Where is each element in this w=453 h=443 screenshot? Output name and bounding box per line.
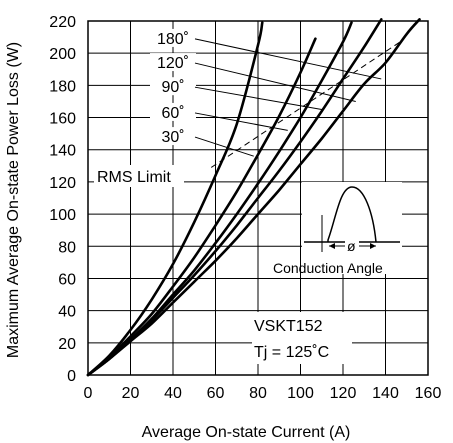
angle-leader-line [194, 86, 322, 110]
y-tick-label: 0 [67, 368, 76, 385]
angle-label-bg [150, 127, 196, 146]
y-tick-label: 40 [58, 304, 76, 321]
plot-frame [87, 20, 429, 376]
y-tick-label: 140 [49, 143, 76, 160]
conduction-angle-label: Conduction Angle [273, 260, 383, 276]
rms-limit-layer [210, 39, 403, 168]
angle-label-bg [150, 77, 196, 96]
curve-180deg [86, 18, 421, 377]
y-axis-title: Maximum Average On-state Power Loss (W) [5, 42, 22, 358]
x-tick-label: 20 [122, 385, 140, 402]
x-tick-label: 120 [330, 385, 357, 402]
angle-leader-line [194, 136, 254, 157]
angle-label-bg [150, 102, 196, 121]
angle-label-bg [150, 28, 196, 47]
angle-leader-line [194, 38, 382, 80]
curve-90deg [86, 21, 353, 377]
x-tick-label: 140 [372, 385, 399, 402]
rms-limit-label-group: RMS Limit [94, 165, 184, 187]
x-axis-title: Average On-state Current (A) [142, 424, 351, 441]
angle-label: 90˚ [161, 79, 184, 96]
x-tick-label: 100 [287, 385, 314, 402]
angle-label: 60˚ [161, 105, 184, 122]
x-tick-label: 0 [84, 385, 93, 402]
y-tick-label: 80 [58, 239, 76, 256]
y-tick-label: 100 [49, 207, 76, 224]
y-tick-label: 60 [58, 271, 76, 288]
curve-30deg [86, 21, 264, 377]
y-tick-label: 160 [49, 111, 76, 128]
rms-limit-line [210, 39, 403, 168]
y-tick-label: 180 [49, 78, 76, 95]
angle-leader-line [194, 112, 288, 131]
angle-label: 30˚ [161, 129, 184, 146]
curves [86, 18, 421, 377]
junction-temperature: Tj = 125˚C [254, 344, 329, 361]
curve-60deg [86, 37, 317, 377]
y-tick-label: 220 [49, 14, 76, 31]
x-tick-label: 160 [415, 385, 442, 402]
rms-limit-label: RMS Limit [97, 169, 171, 186]
conduction-angle-inset: ø [302, 182, 402, 274]
device-note: VSKT152 Tj = 125˚C [252, 312, 352, 364]
device-name: VSKT152 [254, 318, 323, 335]
x-tick-label: 60 [207, 385, 225, 402]
angle-label: 120˚ [157, 55, 189, 72]
inset-halfwave [327, 186, 377, 243]
angle-leader-line [194, 62, 356, 102]
arrow-right-icon [370, 243, 376, 249]
angle-label-bg [150, 53, 196, 72]
axes: 0 20 40 60 80 100 120 140 160 0 20 40 60 80 100 120 140 1… [49, 14, 441, 402]
angle-label: 180˚ [157, 31, 189, 48]
x-tick-label: 40 [164, 385, 182, 402]
y-tick-label: 120 [49, 175, 76, 192]
y-tick-label: 200 [49, 46, 76, 63]
angle-labels: 180˚ 120˚ 90˚ 60˚ 30˚ [150, 28, 382, 157]
phi-symbol: ø [347, 238, 356, 254]
arrow-left-icon [329, 243, 335, 249]
y-tick-label: 20 [58, 336, 76, 353]
x-tick-label: 80 [249, 385, 267, 402]
